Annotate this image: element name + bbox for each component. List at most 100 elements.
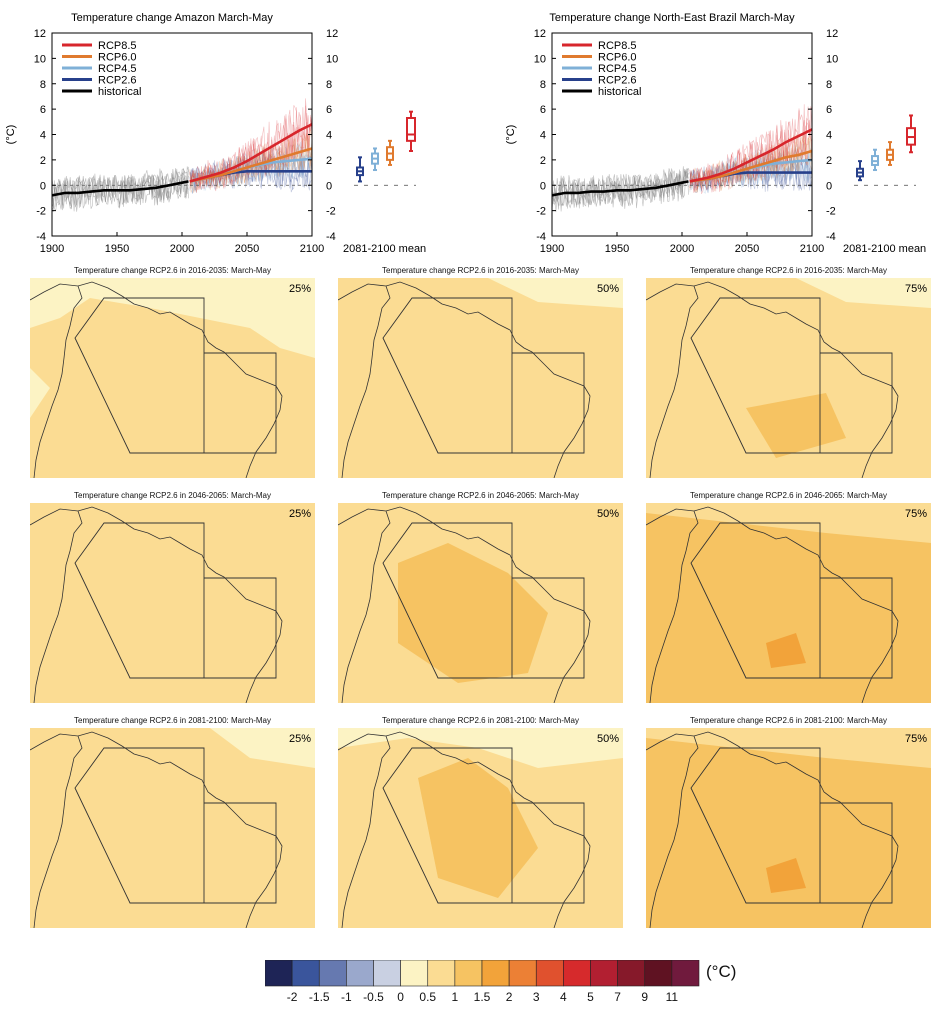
colorbar-tick-label: -1.5 — [308, 990, 330, 1004]
colorbar-swatch — [454, 959, 483, 987]
region-box-amazon — [74, 522, 205, 679]
field-patch — [796, 278, 931, 308]
region-box-northeast-brazil — [512, 577, 585, 679]
map-panel: Temperature change RCP2.6 in 2081-2100: … — [338, 716, 623, 928]
colorbar-swatch — [400, 959, 429, 987]
colorbar-tick-label: 5 — [587, 990, 594, 1004]
field-patch — [30, 368, 50, 418]
region-box-amazon — [74, 297, 205, 454]
y-tick-label: -4 — [36, 231, 46, 243]
y-tick-label-right: 8 — [826, 79, 832, 91]
y-tick-label-right: 12 — [326, 28, 338, 40]
y-tick-label-right: 4 — [326, 130, 332, 142]
percentile-label: 50% — [597, 733, 619, 745]
x-tick-label: 1950 — [605, 243, 629, 255]
map-panel: Temperature change RCP2.6 in 2016-2035: … — [338, 266, 623, 478]
y-tick-label-right: 8 — [326, 79, 332, 91]
region-box-amazon — [382, 297, 513, 454]
coastline — [338, 506, 591, 703]
x-tick-label: 1950 — [105, 243, 129, 255]
field-patch — [398, 543, 548, 683]
map-canvas: 50% — [338, 503, 623, 703]
coastline — [341, 285, 391, 478]
y-tick-label: -2 — [536, 206, 546, 218]
map-panel: Temperature change RCP2.6 in 2046-2065: … — [338, 491, 623, 703]
map-title: Temperature change RCP2.6 in 2081-2100: … — [690, 716, 887, 725]
coastline — [649, 735, 699, 928]
map-canvas: 50% — [338, 728, 623, 928]
x-tick-label: 2000 — [670, 243, 694, 255]
colorbar-swatch — [590, 959, 618, 987]
y-tick-label-right: 12 — [826, 28, 838, 40]
x-tick-label: 2050 — [235, 243, 259, 255]
colorbar-tick-label: 3 — [532, 990, 540, 1004]
legend-label: historical — [598, 86, 641, 98]
y-tick-label-right: 10 — [326, 53, 338, 65]
map-panel: Temperature change RCP2.6 in 2046-2065: … — [646, 491, 931, 703]
y-tick-label-right: 0 — [326, 180, 332, 192]
colorbar-tick-label: 0 — [397, 990, 404, 1004]
map-canvas: 75% — [646, 503, 931, 703]
percentile-label: 75% — [905, 733, 927, 745]
map-background — [30, 503, 315, 703]
map-canvas: 75% — [646, 728, 931, 928]
y-tick-label-right: 6 — [326, 104, 332, 116]
ensemble-line — [689, 152, 813, 192]
map-title: Temperature change RCP2.6 in 2046-2065: … — [382, 491, 579, 500]
field-patch — [766, 633, 806, 668]
colorbar-swatch — [318, 959, 347, 987]
field-patch — [418, 758, 538, 898]
y-axis-label: (°C) — [505, 125, 517, 145]
boxplot-label: 2081-2100 mean — [843, 243, 926, 255]
field-patch — [488, 278, 623, 308]
ensemble-members — [551, 104, 813, 213]
y-tick-label: -4 — [536, 231, 546, 243]
colorbar-tick-label: 1.5 — [473, 990, 491, 1004]
colorbar-swatch — [644, 959, 673, 987]
y-tick-label: 6 — [540, 104, 546, 116]
series-line-rcp60 — [689, 149, 813, 183]
y-tick-label-right: 2 — [826, 155, 832, 167]
map-background — [338, 278, 623, 478]
y-tick-label-right: 2 — [326, 155, 332, 167]
y-tick-label-right: 0 — [826, 180, 832, 192]
map-title: Temperature change RCP2.6 in 2016-2035: … — [690, 266, 887, 275]
series-line-rcp60 — [189, 147, 313, 183]
y-tick-label: 10 — [34, 53, 46, 65]
coastline — [338, 281, 591, 478]
timeseries-panel-2: Temperature change North-East Brazil Mar… — [505, 12, 926, 255]
map-canvas: 75% — [646, 278, 931, 478]
field-patch — [746, 393, 846, 458]
region-box-northeast-brazil — [204, 577, 277, 679]
y-tick-label-right: -4 — [326, 231, 336, 243]
coastline — [30, 731, 283, 928]
region-box-northeast-brazil — [820, 577, 893, 679]
ensemble-line — [689, 134, 813, 193]
coastline — [338, 731, 591, 928]
region-box-amazon — [690, 522, 821, 679]
y-tick-label: 10 — [534, 53, 546, 65]
y-tick-label: -2 — [36, 206, 46, 218]
ensemble-members — [51, 98, 313, 212]
region-box-amazon — [690, 747, 821, 904]
region-box-northeast-brazil — [820, 802, 893, 904]
colorbar-tick-label: 9 — [641, 990, 649, 1004]
series-line-historical — [51, 180, 189, 197]
y-tick-label-right: 6 — [826, 104, 832, 116]
time-series-figure: Temperature change Amazon March-May (°C) -… — [5, 12, 926, 255]
field-patch — [766, 858, 806, 893]
x-tick-label: 2100 — [300, 243, 324, 255]
boxplot-group: 2081-2100 mean — [343, 110, 426, 255]
colorbar-swatch — [508, 959, 537, 987]
y-tick-label: 8 — [40, 79, 46, 91]
series-line-rcp85 — [189, 123, 313, 183]
map-panel: Temperature change RCP2.6 in 2016-2035: … — [30, 266, 315, 478]
legend-label: RCP6.0 — [98, 52, 137, 64]
legend-label: RCP2.6 — [98, 75, 137, 87]
series-line-rcp85 — [689, 128, 813, 183]
colorbar-tick-label: 2 — [505, 990, 513, 1004]
y-tick-label-right: -2 — [826, 206, 836, 218]
region-box-amazon — [382, 747, 513, 904]
coastline — [649, 285, 699, 478]
